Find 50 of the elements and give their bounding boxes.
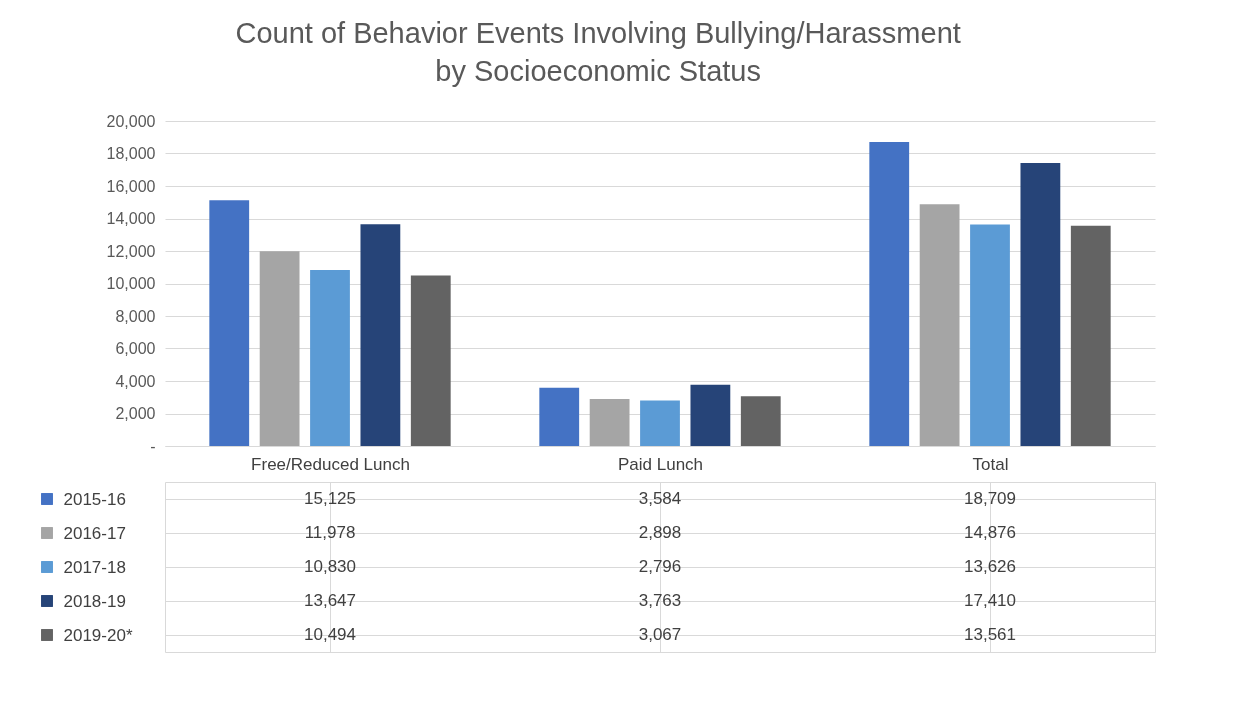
y-tick-label: 12,000 <box>106 242 156 260</box>
data-label: 18,709 <box>964 489 1016 508</box>
y-tick-label: 10,000 <box>106 275 156 292</box>
data-label: 11,978 <box>304 523 356 542</box>
data-label: 15,125 <box>304 489 356 508</box>
bar <box>589 398 630 446</box>
bar <box>259 251 300 446</box>
bar <box>970 224 1010 446</box>
data-label: 10,830 <box>304 557 356 576</box>
y-tick-label: 8,000 <box>115 307 156 325</box>
data-label: 2,796 <box>638 557 682 576</box>
data-label: 3,584 <box>638 489 682 508</box>
y-tick-label: - <box>150 437 156 455</box>
data-label: 14,876 <box>964 523 1016 542</box>
legend-label: 2017-18 <box>63 557 126 577</box>
bar <box>919 204 960 446</box>
bar <box>640 400 680 446</box>
data-label: 13,626 <box>964 557 1016 576</box>
data-label: 17,410 <box>964 591 1016 610</box>
bar <box>410 275 451 446</box>
bar <box>869 141 910 446</box>
y-tick-label: 20,000 <box>106 112 156 130</box>
y-tick-label: 14,000 <box>106 210 156 227</box>
y-tick-label: 18,000 <box>106 145 156 162</box>
data-label: 13,647 <box>304 591 356 610</box>
data-label: 10,494 <box>304 625 356 644</box>
legend-label: 2019-20* <box>63 625 133 645</box>
data-label: 13,561 <box>964 625 1016 644</box>
bar <box>539 387 580 446</box>
bar <box>690 384 731 446</box>
legend-label: 2016-17 <box>63 523 126 543</box>
y-tick-label: 6,000 <box>115 340 156 357</box>
bar <box>740 396 781 446</box>
chart-title: Count of Behavior Events Involving Bullying/Harassment by Socioeconomic Status <box>235 17 961 87</box>
data-label: 3,067 <box>638 625 682 644</box>
x-tick-label: Paid Lunch <box>617 454 704 474</box>
bar <box>1070 225 1111 446</box>
x-tick-label: Total <box>972 454 1009 474</box>
bar <box>310 270 350 446</box>
bar <box>209 200 250 446</box>
data-label: 3,763 <box>638 591 682 610</box>
y-tick-label: 16,000 <box>106 177 156 195</box>
x-tick-label: Free/Reduced Lunch <box>251 454 410 474</box>
legend-label: 2018-19 <box>63 591 126 611</box>
data-label: 2,898 <box>638 523 682 542</box>
bar <box>1020 163 1061 446</box>
legend-label: 2015-16 <box>63 489 126 509</box>
bar <box>360 224 401 446</box>
y-tick-label: 2,000 <box>115 405 156 422</box>
y-tick-label: 4,000 <box>115 372 156 390</box>
